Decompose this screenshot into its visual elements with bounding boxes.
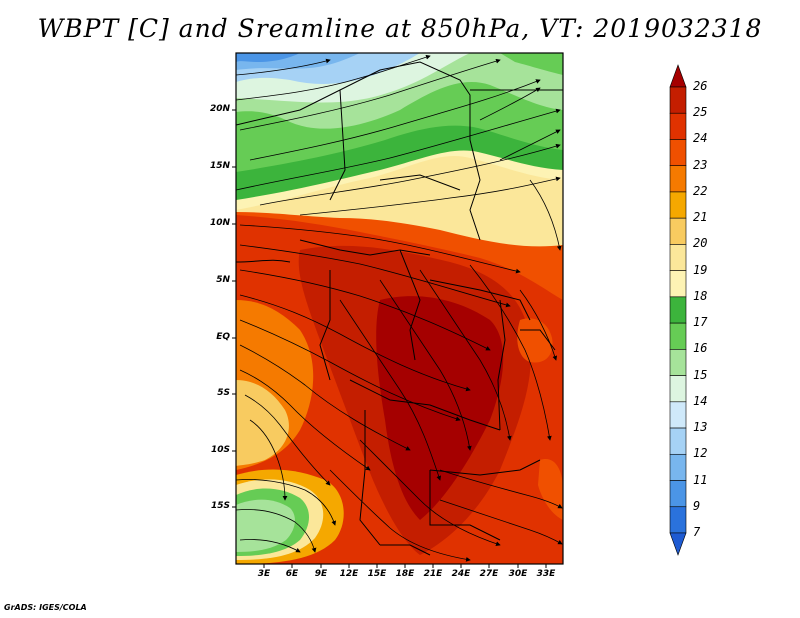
lon-label: 18E — [395, 569, 415, 579]
colorbar-segment — [669, 427, 687, 455]
colorbar-segment — [669, 532, 687, 556]
colorbar-label: 22 — [693, 183, 708, 198]
colorbar-label: 19 — [693, 262, 708, 277]
lon-label: 24E — [451, 569, 471, 579]
colorbar-label: 24 — [693, 131, 708, 146]
colorbar-label: 7 — [693, 525, 701, 539]
lat-label: 10N — [209, 218, 230, 228]
colorbar-label: 15 — [693, 367, 708, 382]
grads-credit: GrADS: IGES/COLA — [4, 603, 87, 612]
lon-label: 6E — [285, 569, 299, 579]
lon-label: 9E — [314, 569, 328, 579]
lat-label: 15S — [210, 501, 230, 511]
colorbar-segment — [669, 217, 687, 245]
map-frame — [235, 52, 564, 565]
colorbar-segment — [669, 453, 687, 481]
colorbar-label: 23 — [693, 157, 708, 172]
colorbar-label: 12 — [693, 446, 708, 461]
lon-label: 30E — [508, 569, 528, 579]
colorbar-label: 11 — [693, 472, 708, 487]
colorbar-label: 9 — [693, 498, 701, 513]
colorbar-label: 14 — [693, 393, 708, 408]
colorbar-segment — [669, 86, 687, 114]
colorbar-segment — [669, 401, 687, 429]
lon-label: 27E — [479, 569, 499, 579]
colorbar-label: 21 — [693, 210, 708, 225]
colorbar-segment — [669, 139, 687, 167]
colorbar-segment — [669, 165, 687, 193]
lat-label: 10S — [210, 445, 230, 455]
colorbar-segment — [669, 322, 687, 350]
colorbar-segment — [669, 112, 687, 140]
streamlines — [236, 54, 563, 562]
colorbar-label: 17 — [693, 315, 708, 330]
lat-label: 5S — [217, 388, 230, 398]
country-borders — [236, 61, 563, 556]
colorbar-segment — [669, 375, 687, 403]
lat-label: EQ — [216, 332, 230, 342]
map-ticks — [232, 109, 547, 568]
lat-label: 20N — [209, 104, 230, 114]
colorbar-segment — [669, 506, 687, 534]
lat-label: 15N — [209, 161, 230, 171]
lon-label: 12E — [339, 569, 359, 579]
colorbar-label: 25 — [693, 105, 708, 120]
colorbar-segment — [669, 244, 687, 271]
map-title: WBPT [C] and Sreamline at 850hPa, VT: 20… — [37, 14, 763, 43]
colorbar-label: 13 — [693, 420, 708, 435]
lon-label: 3E — [257, 569, 271, 579]
lon-label: 15E — [367, 569, 387, 579]
lat-label: 5N — [216, 275, 230, 285]
colorbar-segment — [669, 296, 687, 324]
colorbar-segment — [669, 480, 687, 508]
colorbar-label: 18 — [693, 288, 708, 303]
colorbar-label: 20 — [693, 236, 708, 251]
colorbar-segment — [669, 64, 687, 88]
map-field — [236, 53, 563, 564]
colorbar-segment — [669, 349, 687, 376]
colorbar-label: 26 — [693, 79, 708, 93]
colorbar-segment — [669, 270, 687, 298]
colorbar-segment — [669, 191, 687, 219]
colorbar-label: 16 — [693, 341, 708, 356]
lon-label: 21E — [423, 569, 443, 579]
lon-label: 33E — [536, 569, 556, 579]
